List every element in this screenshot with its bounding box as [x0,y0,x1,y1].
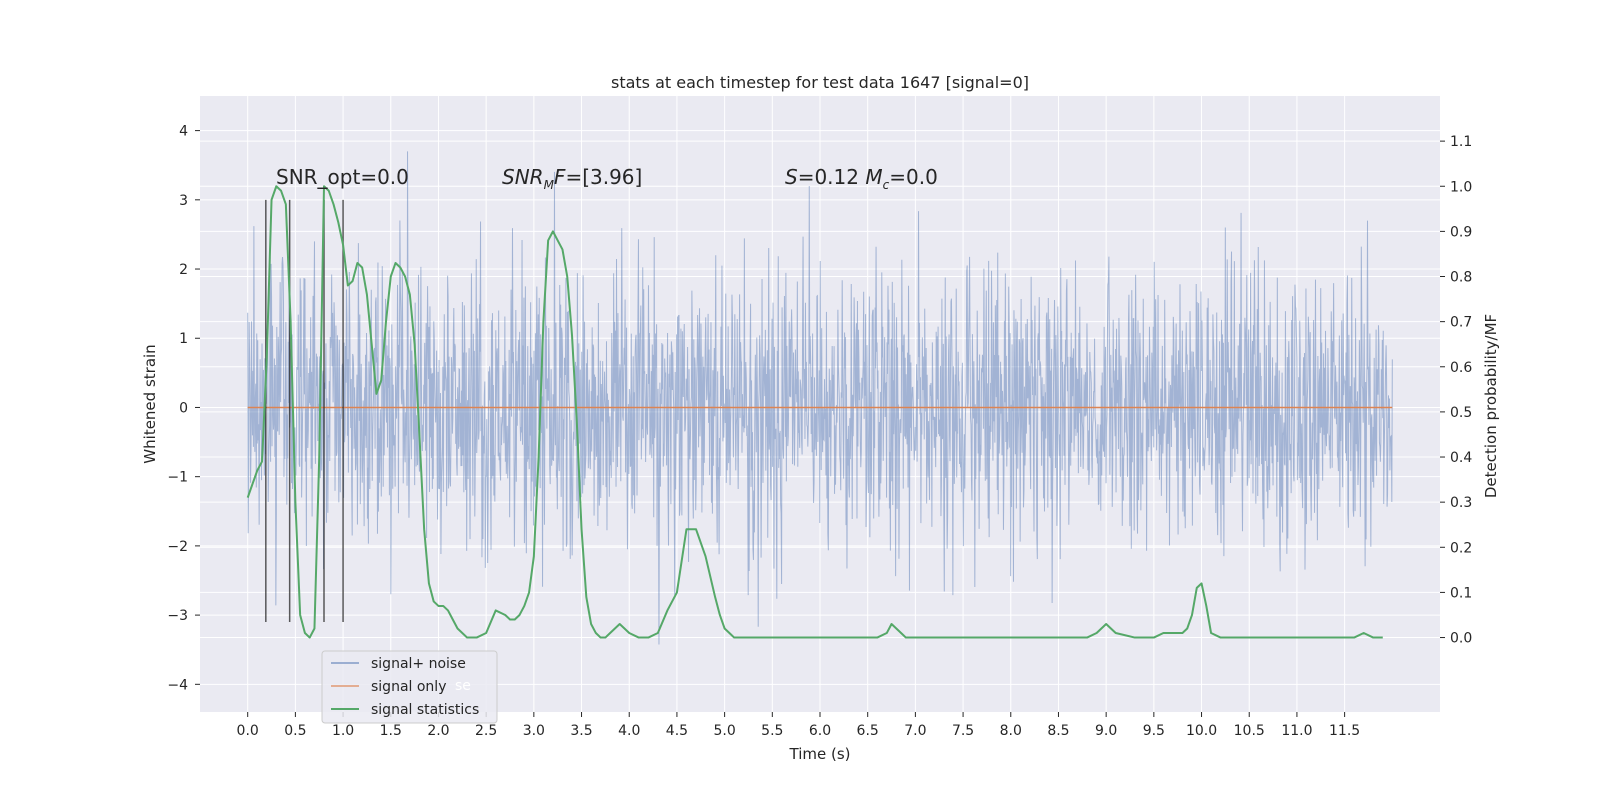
snr-mf-annotation: SNRMF=[3.96] [502,165,642,192]
x-tick-label: 11.5 [1329,723,1360,739]
legend-label-signal-statistics: signal statistics [371,702,479,718]
y-tick-label: 0 [179,400,188,416]
x-tick-label: 3.5 [570,723,592,739]
y2-tick-label: 0.3 [1450,495,1472,511]
x-tick-label: 10.5 [1234,723,1265,739]
y2-tick-label: 0.0 [1450,631,1472,647]
signal-statistics-series [246,185,1383,639]
x-tick-label: 8.5 [1047,723,1069,739]
x-tick-label: 11.0 [1281,723,1312,739]
x-tick-label: 10.0 [1186,723,1217,739]
y-tick-label: −1 [167,470,188,486]
x-tick-label: 5.0 [713,723,735,739]
legend-ghost-text: se [455,678,471,694]
y-tick-label: 2 [179,262,188,278]
x-axis-label: Time (s) [789,745,851,763]
x-tick-label: 1.5 [380,723,402,739]
y2-axis-label: Detection probability/MF [1482,314,1500,498]
x-tick-label: 4.0 [618,723,640,739]
axis-ticks: 0.0 0.5 1.0 1.5 2.0 2.5 3.0 3.5 4.0 4.5 5.0 5.5 6.0 6… [167,124,1472,739]
x-tick-label: 4.5 [666,723,688,739]
y-tick-label: −2 [167,539,188,555]
x-tick-label: 7.5 [952,723,974,739]
legend-frame [321,650,498,724]
y2-tick-label: 0.8 [1450,270,1472,286]
y-axis-label: Whitened strain [141,344,159,463]
x-tick-label: 7.0 [904,723,926,739]
y2-tick-label: 0.6 [1450,360,1472,376]
signal-statistics-line [246,185,1383,639]
y2-tick-label: 0.5 [1450,405,1472,421]
signal-noise-series [247,151,1393,645]
signal-noise-line [247,151,1393,645]
y2-tick-label: 0.1 [1450,585,1472,601]
s-mc-annotation: S=0.12 Mc=0.0 [785,165,938,192]
chart-title: stats at each timestep for test data 164… [611,73,1029,92]
legend-label-signal-noise: signal+ noise [371,656,466,672]
x-tick-label: 9.5 [1143,723,1165,739]
y2-tick-label: 1.0 [1450,179,1472,195]
y-tick-label: −4 [167,677,188,693]
grid-lines [200,96,1440,712]
x-tick-label: 2.0 [427,723,449,739]
x-tick-label: 8.0 [1000,723,1022,739]
y2-tick-label: 0.7 [1450,315,1472,331]
y2-tick-label: 0.9 [1450,224,1472,240]
y-tick-label: −3 [167,608,188,624]
y-tick-label: 1 [179,331,188,347]
y2-tick-label: 1.1 [1450,134,1472,150]
x-tick-label: 6.5 [857,723,879,739]
y-tick-label: 3 [179,193,188,209]
x-tick-label: 9.0 [1095,723,1117,739]
x-tick-label: 2.5 [475,723,497,739]
x-tick-label: 3.0 [523,723,545,739]
x-tick-label: 0.5 [284,723,306,739]
marker-lines [265,199,344,623]
y2-tick-label: 0.4 [1450,450,1472,466]
y-tick-label: 4 [179,124,188,140]
x-tick-label: 0.0 [237,723,259,739]
y2-tick-label: 0.2 [1450,540,1472,556]
x-tick-label: 1.0 [332,723,354,739]
legend-label-signal-only: signal only [371,679,446,695]
x-tick-label: 5.5 [761,723,783,739]
snr-opt-annotation: SNR_opt=0.0 [276,165,409,189]
x-tick-label: 6.0 [809,723,831,739]
legend: se signal+ noise signal only signal stat… [321,650,498,724]
